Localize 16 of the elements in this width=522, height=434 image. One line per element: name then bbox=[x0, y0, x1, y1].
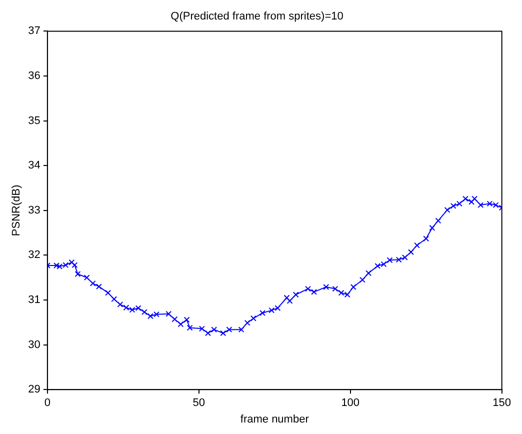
x-tick-label: 100 bbox=[341, 397, 360, 410]
y-tick-label: 36 bbox=[28, 70, 40, 82]
y-tick-label: 31 bbox=[28, 294, 40, 306]
y-tick-label: 34 bbox=[28, 160, 40, 172]
y-tick-label: 32 bbox=[28, 249, 40, 262]
x-tick-label: 50 bbox=[192, 397, 206, 410]
y-tick-label: 33 bbox=[28, 204, 40, 216]
y-tick-label: 35 bbox=[28, 114, 40, 127]
y-tick-label: 29 bbox=[28, 384, 40, 396]
x-tick-label: 0 bbox=[44, 397, 50, 410]
x-axis-title: frame number bbox=[240, 413, 310, 426]
y-tick-label: 37 bbox=[28, 25, 40, 38]
y-tick-label: 30 bbox=[28, 338, 40, 351]
chart-title: Q(Predicted frame from sprites)=10 bbox=[170, 10, 344, 23]
x-tick-label: 150 bbox=[492, 397, 512, 410]
y-axis-title: PSNR(dB) bbox=[10, 184, 23, 236]
